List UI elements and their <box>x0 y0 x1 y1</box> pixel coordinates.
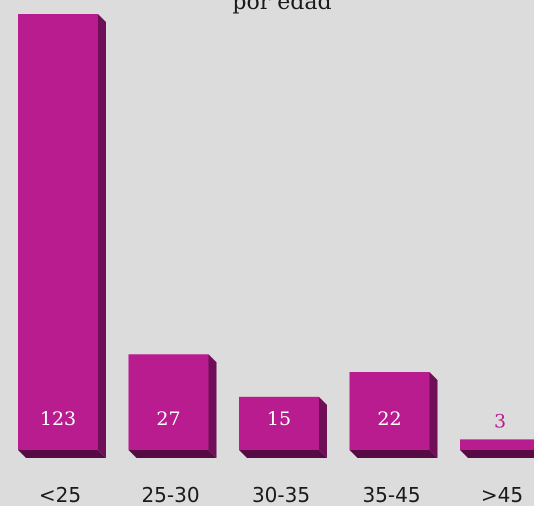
bar-front-face <box>349 372 430 450</box>
x-tick-label: 25-30 <box>141 483 199 506</box>
bar-bottom-face <box>18 450 106 458</box>
bar-side-face <box>208 354 217 458</box>
bar-3: 15 <box>239 396 327 458</box>
data-label: 123 <box>40 408 76 430</box>
data-label: 22 <box>377 408 401 430</box>
bar-front-face <box>239 396 319 450</box>
x-tick-label: <25 <box>39 483 81 506</box>
x-tick-label: 35-45 <box>362 483 420 506</box>
bar-side-face <box>98 14 106 458</box>
bar-front-face <box>128 354 209 450</box>
bar-1: 123 <box>18 14 106 458</box>
bar-5: 3 <box>460 410 534 458</box>
bar-side-face <box>319 396 327 458</box>
bar-side-face <box>429 372 438 458</box>
bar-bottom-face <box>349 450 438 458</box>
bar-2: 27 <box>128 354 217 458</box>
bar-front-face <box>18 14 98 450</box>
data-label: 27 <box>156 408 180 430</box>
bars-group: 123 27 15 22 3 <box>18 14 534 458</box>
bar-bottom-face <box>239 450 327 458</box>
bar-front-face <box>460 439 534 450</box>
x-tick-label: >45 <box>481 483 523 506</box>
bar-4: 22 <box>349 372 438 458</box>
category-labels-group: <25 25-30 30-35 35-45 >45 <box>39 483 523 506</box>
data-label: 3 <box>494 410 506 432</box>
chart-title: por edad <box>232 0 331 15</box>
bar-bottom-face <box>128 450 217 458</box>
bar-bottom-face <box>460 450 534 458</box>
x-tick-label: 30-35 <box>252 483 310 506</box>
data-label: 15 <box>267 408 291 430</box>
